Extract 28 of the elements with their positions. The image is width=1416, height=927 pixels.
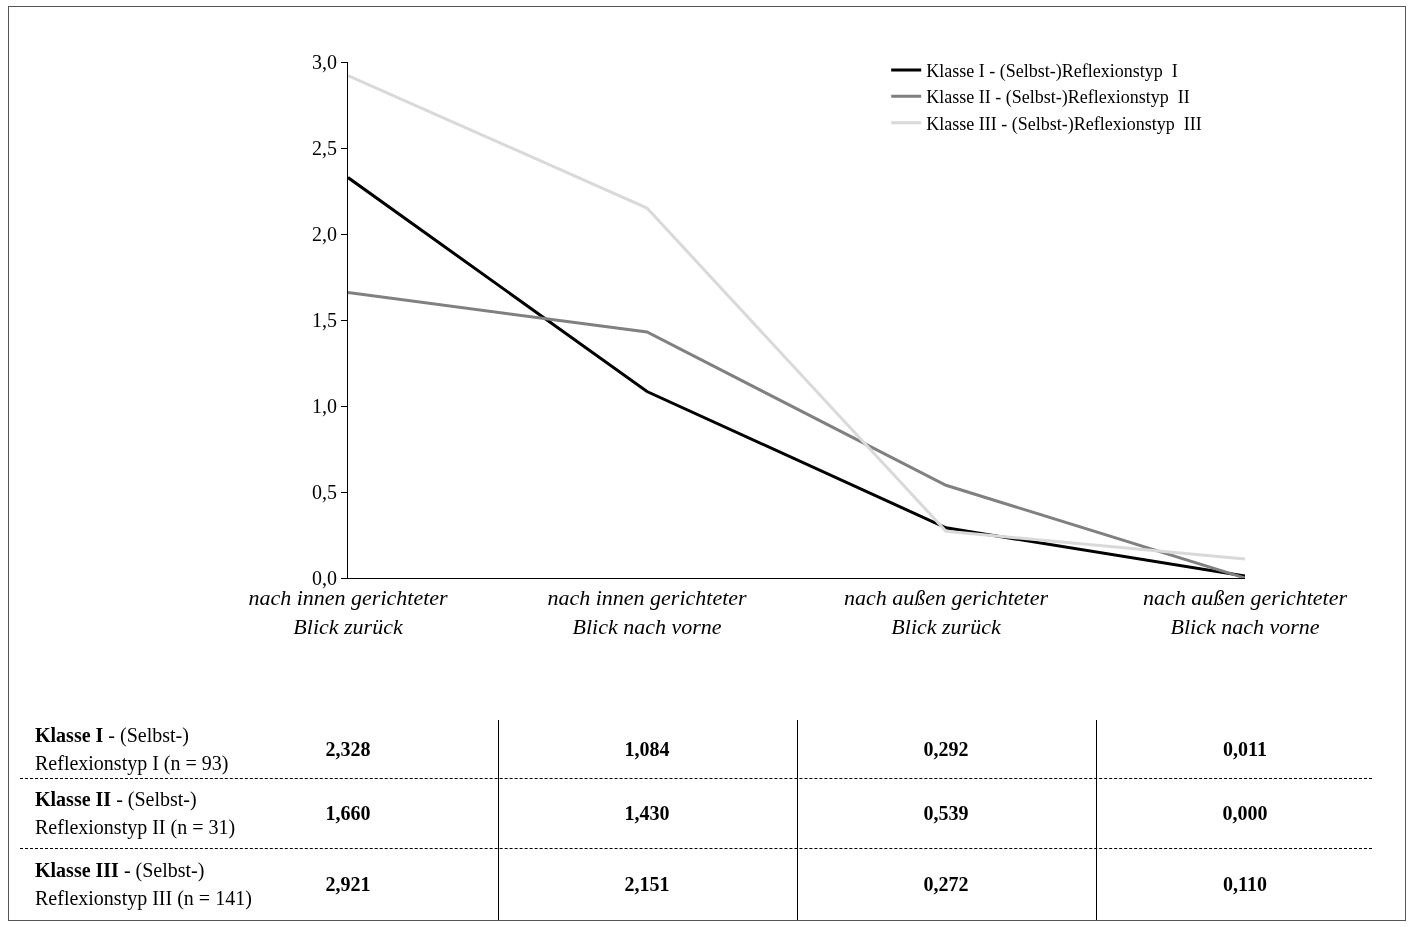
text: Klasse III - (Selbst-) Reflexionstyp III (n = 141) [35, 858, 252, 912]
data-label: 2,921 [325, 872, 371, 896]
x-tick-label: nach außen gerichteter Blick zurück [843, 585, 1049, 639]
y-tick-label: 2,0 [312, 223, 337, 245]
y-tick-label: 1,0 [312, 395, 337, 417]
y-tick-label: 0,0 [312, 567, 337, 589]
x-tick-label: nach innen gerichteter Blick nach vorne [547, 585, 748, 639]
data-label: 2,151 [624, 872, 670, 896]
data-label: 0,110 [1223, 872, 1267, 896]
y-tick-label: 3,0 [312, 51, 337, 73]
data-label: 0,539 [923, 801, 969, 825]
data-label: 1,084 [624, 737, 670, 761]
data-label: 1,660 [325, 801, 371, 825]
text: Klasse I - (Selbst-) Reflexionstyp I (n = 93) [35, 723, 229, 777]
legend-label: Klasse I - (Selbst-)Reflexionstyp I [926, 60, 1178, 82]
y-tick-label: 2,5 [312, 137, 337, 159]
y-tick-label: 1,5 [312, 309, 337, 331]
data-label: 0,272 [923, 872, 969, 896]
x-tick-label: nach außen gerichteter Blick nach vorne [1142, 585, 1348, 639]
text: Klasse II - (Selbst-) Reflexionstyp II (n = 31) [35, 787, 236, 841]
legend-label: Klasse II - (Selbst-)Reflexionstyp II [926, 87, 1190, 109]
data-label: 0,000 [1222, 801, 1268, 825]
data-label: 0,292 [923, 737, 969, 761]
data-label: 0,011 [1223, 737, 1267, 761]
data-label: 2,328 [325, 737, 371, 761]
data-label: 1,430 [624, 801, 670, 825]
y-tick-label: 0,5 [312, 481, 337, 503]
legend-label: Klasse III - (Selbst-)Reflexionstyp III [926, 113, 1202, 135]
